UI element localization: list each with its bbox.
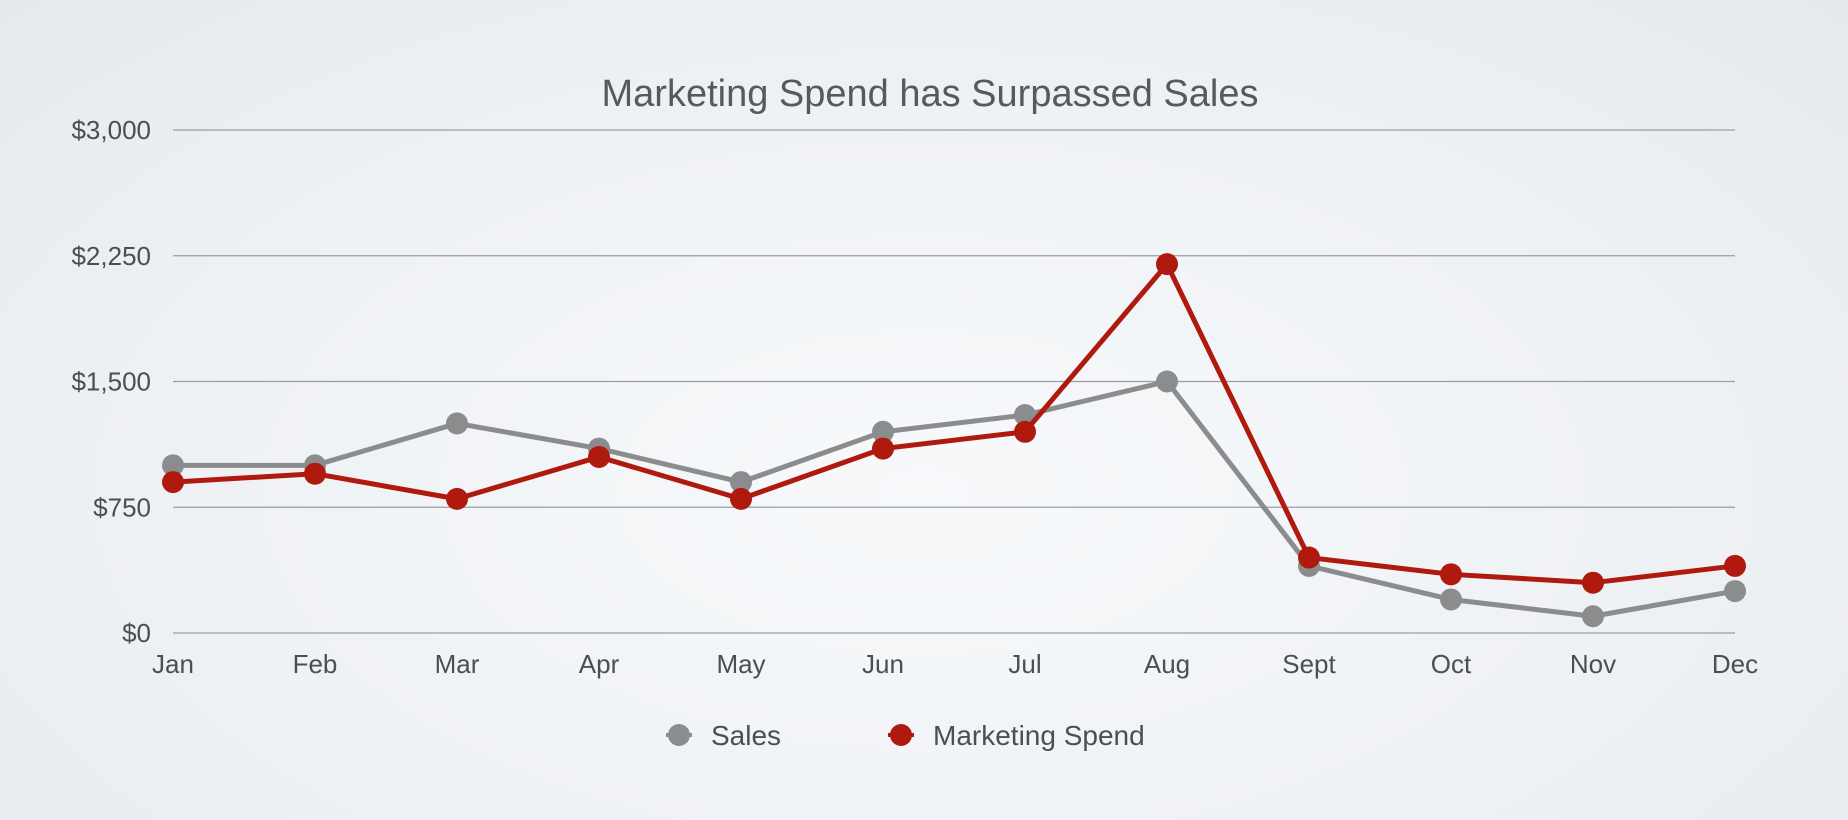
x-tick-label-oct: Oct xyxy=(1431,649,1472,679)
x-tick-label-dec: Dec xyxy=(1712,649,1758,679)
legend-marker-marketing-spend xyxy=(890,724,912,746)
point-sales-dec xyxy=(1724,580,1746,603)
y-axis-tick-labels: $0 $750 $1,500 $2,250 $3,000 xyxy=(71,115,151,648)
point-sales-jun xyxy=(872,420,894,443)
point-sales-mar xyxy=(446,412,468,435)
series-sales xyxy=(162,370,1746,628)
series-line-marketing-spend xyxy=(170,261,1738,586)
y-tick-label: $2,250 xyxy=(71,241,151,271)
x-tick-label-sept: Sept xyxy=(1282,649,1336,679)
y-tick-label: $1,500 xyxy=(71,367,151,397)
x-tick-label-apr: Apr xyxy=(579,649,620,679)
x-tick-label-mar: Mar xyxy=(435,649,480,679)
point-marketing-spend-feb xyxy=(304,462,326,485)
x-tick-label-jun: Jun xyxy=(862,649,904,679)
point-marketing-spend-aug xyxy=(1156,253,1178,276)
legend-marker-sales xyxy=(668,724,690,746)
point-sales-may xyxy=(730,471,752,494)
point-sales-oct xyxy=(1440,588,1462,611)
x-axis-tick-labels: Jan Feb Mar Apr May Jun Jul Aug Sept Oct Nov Dec xyxy=(152,649,1758,679)
x-tick-label-feb: Feb xyxy=(293,649,338,679)
y-tick-label: $750 xyxy=(93,492,151,522)
legend-entry-marketing-spend: Marketing Spend xyxy=(888,720,1145,751)
series-marketing-spend xyxy=(162,253,1746,594)
point-marketing-spend-dec xyxy=(1724,554,1746,577)
x-tick-label-aug: Aug xyxy=(1144,649,1190,679)
legend-entry-sales: Sales xyxy=(666,720,781,751)
y-tick-label: $0 xyxy=(122,618,151,648)
chart-title: Marketing Spend has Surpassed Sales xyxy=(602,73,1259,115)
point-marketing-spend-apr xyxy=(588,445,610,468)
y-tick-label: $3,000 xyxy=(71,115,151,145)
x-tick-label-may: May xyxy=(716,649,765,679)
series-group xyxy=(162,253,1746,628)
legend-label-sales: Sales xyxy=(711,720,781,751)
point-marketing-spend-jan xyxy=(162,471,184,494)
gridlines xyxy=(173,129,1735,634)
point-sales-jan xyxy=(162,454,184,477)
x-tick-label-jul: Jul xyxy=(1008,649,1041,679)
point-marketing-spend-nov xyxy=(1582,571,1604,594)
point-sales-aug xyxy=(1156,370,1178,393)
point-marketing-spend-mar xyxy=(446,487,468,510)
point-sales-nov xyxy=(1582,605,1604,628)
legend: Sales Marketing Spend xyxy=(666,720,1145,751)
x-tick-label-jan: Jan xyxy=(152,649,194,679)
x-tick-label-nov: Nov xyxy=(1570,649,1616,679)
point-marketing-spend-jun xyxy=(872,437,894,460)
legend-label-marketing-spend: Marketing Spend xyxy=(933,720,1145,751)
point-marketing-spend-oct xyxy=(1440,563,1462,586)
point-sales-jul xyxy=(1014,404,1036,427)
point-marketing-spend-jul xyxy=(1014,420,1036,443)
point-marketing-spend-may xyxy=(730,487,752,510)
series-line-sales xyxy=(170,379,1738,619)
point-marketing-spend-sept xyxy=(1298,546,1320,569)
